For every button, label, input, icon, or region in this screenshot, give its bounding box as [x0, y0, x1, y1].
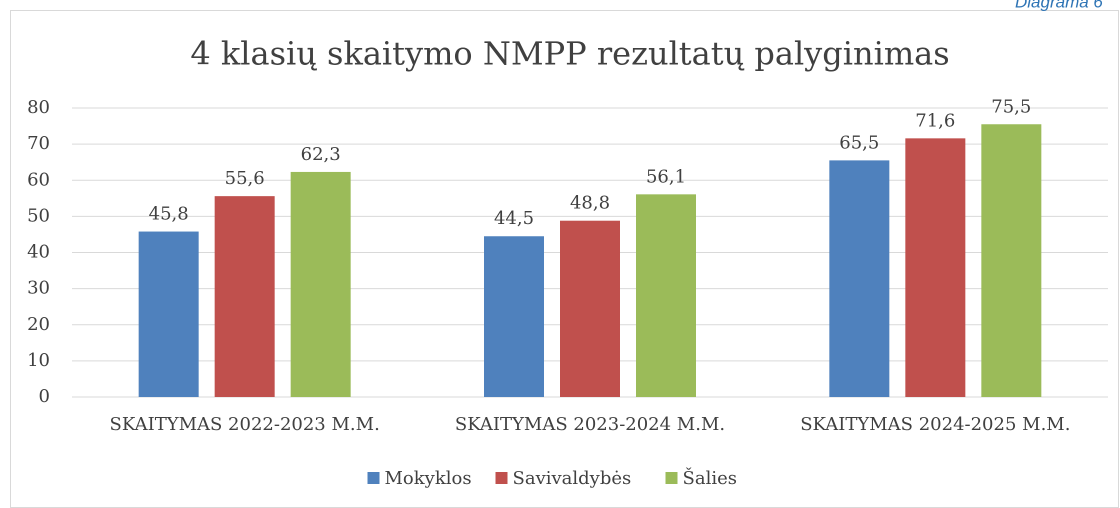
bar: [829, 160, 890, 397]
x-tick-label: SKAITYMAS 2022-2023 M.M.: [110, 414, 380, 435]
bar: [560, 220, 620, 397]
data-label: 65,5: [839, 132, 879, 153]
bar: [636, 194, 696, 397]
y-tick-label: 10: [27, 350, 50, 371]
legend-swatch: [665, 472, 678, 484]
bar: [981, 124, 1042, 397]
y-tick-label: 40: [27, 242, 50, 263]
y-tick-label: 50: [27, 205, 50, 226]
x-tick-label: SKAITYMAS 2023-2024 M.M.: [455, 414, 725, 435]
chart-title: 4 klasių skaitymo NMPP rezultatų palygin…: [190, 35, 949, 73]
y-tick-label: 20: [27, 314, 50, 335]
x-tick-label: SKAITYMAS 2024-2025 M.M.: [800, 414, 1070, 435]
bar: [138, 231, 199, 397]
data-label: 44,5: [494, 208, 534, 229]
legend-label: Savivaldybės: [513, 468, 632, 489]
bar: [905, 138, 966, 397]
y-tick-label: 30: [27, 278, 50, 299]
caption: Diagrama 6: [1015, 0, 1103, 11]
legend-swatch: [495, 472, 508, 484]
y-tick-label: 0: [39, 386, 50, 407]
y-tick-label: 80: [27, 97, 50, 118]
bar: [214, 196, 275, 397]
data-label: 75,5: [991, 96, 1031, 117]
data-label: 71,6: [915, 110, 955, 131]
bar: [290, 171, 351, 397]
data-label: 45,8: [149, 204, 189, 225]
y-tick-label: 70: [27, 133, 50, 154]
data-label: 56,1: [646, 166, 686, 187]
data-label: 62,3: [301, 144, 341, 165]
y-tick-label: 60: [27, 169, 50, 190]
bar: [484, 236, 544, 397]
data-label: 55,6: [225, 168, 265, 189]
data-label: 48,8: [570, 193, 610, 214]
legend-label: Mokyklos: [385, 468, 472, 489]
legend-label: Šalies: [683, 466, 737, 489]
legend-swatch: [367, 472, 380, 484]
